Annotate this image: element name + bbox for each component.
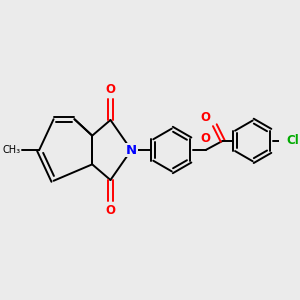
Text: Cl: Cl	[286, 134, 299, 147]
Text: CH₃: CH₃	[2, 145, 20, 155]
Text: O: O	[106, 204, 116, 217]
Text: O: O	[201, 132, 211, 145]
Text: O: O	[106, 83, 116, 96]
Text: N: N	[126, 143, 137, 157]
Text: O: O	[200, 111, 210, 124]
